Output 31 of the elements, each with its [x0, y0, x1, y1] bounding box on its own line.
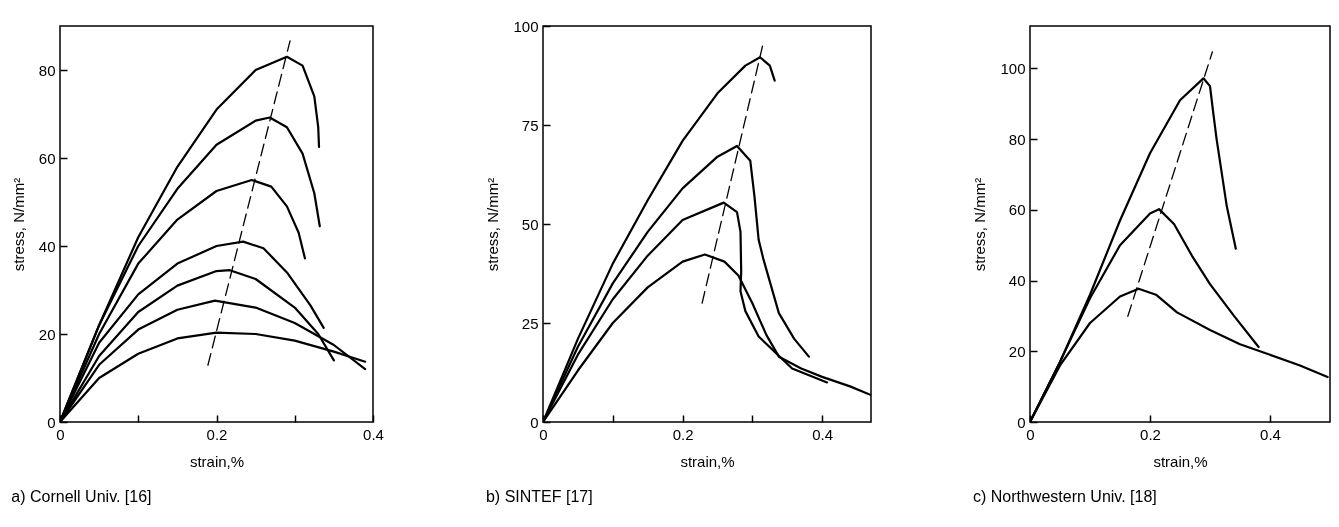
y-tick-label: 0	[1017, 413, 1026, 431]
y-tick-label: 20	[38, 325, 56, 343]
y-tick-label: 75	[521, 116, 539, 134]
x-axis-title: strain,%	[189, 452, 245, 470]
x-axis-title: strain,%	[1153, 452, 1208, 470]
y-tick-label: 60	[38, 149, 56, 167]
y-tick-label: 100	[1000, 59, 1026, 77]
y-axis-title: stress, N/mm²	[9, 177, 27, 272]
y-axis-title: stress, N/mm²	[971, 177, 989, 272]
y-axis-title: stress, N/mm²	[484, 177, 502, 272]
y-tick-label: 20	[1008, 342, 1026, 360]
y-tick-label: 50	[521, 215, 539, 233]
y-tick-label: 80	[38, 61, 56, 79]
y-tick-label: 40	[1008, 272, 1026, 290]
x-tick-label: 0.2	[672, 425, 694, 443]
text: c) Northwestern Univ. [18]	[972, 488, 1157, 505]
y-tick-label: 80	[1008, 130, 1026, 148]
x-axis-title: strain,%	[680, 452, 735, 470]
x-tick-label: 0.2	[1140, 425, 1161, 443]
y-tick-label: 25	[521, 314, 539, 332]
x-tick-label: 0.4	[812, 425, 834, 443]
text: b) SINTEF [17]	[485, 488, 593, 505]
y-tick-label: 0	[530, 413, 539, 431]
text: a) Cornell Univ. [16]	[11, 488, 152, 505]
y-tick-label: 100	[513, 17, 539, 35]
x-tick-label: 0.4	[1260, 425, 1281, 443]
x-tick-label: 0.2	[206, 425, 228, 443]
y-tick-label: 60	[1008, 201, 1026, 219]
x-tick-label: 0.4	[363, 425, 384, 443]
y-tick-label: 40	[38, 237, 56, 255]
y-tick-label: 0	[47, 413, 56, 431]
